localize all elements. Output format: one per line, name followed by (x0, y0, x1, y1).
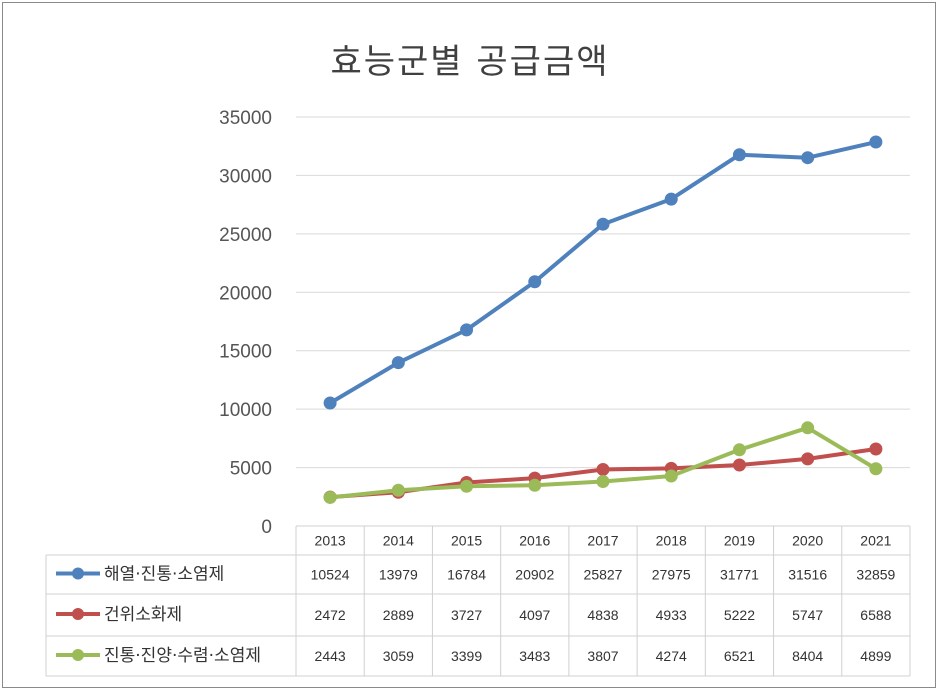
data-point (801, 421, 815, 435)
table-cell-value: 2889 (383, 607, 414, 623)
x-tick-label: 2021 (860, 533, 891, 549)
table-cell-value: 4933 (656, 607, 687, 623)
y-tick-label: 25000 (219, 225, 272, 246)
table-cell-value: 31516 (788, 567, 827, 583)
y-tick-label: 20000 (219, 283, 272, 304)
data-point (391, 356, 405, 370)
data-point (869, 135, 883, 149)
table-cell-value: 3059 (383, 648, 414, 664)
data-point (732, 458, 746, 472)
data-point (801, 151, 815, 165)
data-table: 2013 2014 2015 2016 2017 2018 2019 2020 2021 해열·진… (45, 525, 911, 677)
y-tick-label: 30000 (219, 166, 272, 187)
data-point (732, 443, 746, 457)
legend-marker (72, 608, 84, 620)
x-tick-label: 2020 (792, 533, 823, 549)
table-cell-value: 4899 (860, 648, 891, 664)
data-point (801, 452, 815, 466)
table-cell-value: 6588 (860, 607, 891, 623)
legend-marker (72, 567, 84, 580)
data-point (323, 490, 337, 504)
data-point (528, 275, 542, 289)
table-cell-value: 10524 (311, 567, 350, 583)
data-point (869, 462, 883, 476)
chart-title: 효능군별 공급금액 (330, 42, 610, 82)
table-cell-value: 2443 (315, 648, 346, 664)
legend-label: 건위소화제 (104, 605, 182, 625)
table-cell-value: 25827 (584, 567, 623, 583)
x-tick-label: 2014 (383, 533, 414, 549)
data-point (460, 323, 474, 337)
data-point (596, 462, 610, 476)
data-point (391, 483, 405, 497)
table-cell-value: 3727 (451, 607, 482, 623)
y-tick-label: 5000 (230, 459, 272, 480)
x-tick-label: 2019 (724, 533, 755, 549)
table-cell-value: 32859 (856, 567, 895, 583)
y-tick-label: 0 (261, 517, 272, 538)
table-cell-value: 6521 (724, 648, 755, 664)
y-tick-label: 15000 (219, 342, 272, 363)
x-tick-label: 2018 (656, 533, 687, 549)
data-point (664, 192, 678, 206)
y-tick-label: 35000 (219, 108, 272, 129)
table-cell-value: 27975 (652, 567, 691, 583)
table-cell-value: 2472 (315, 607, 346, 623)
table-cell-value: 4274 (656, 648, 687, 664)
legend-label: 해열·진통·소염제 (104, 565, 224, 585)
legend-label: 진통·진양·수렴·소염제 (104, 646, 261, 666)
data-point (596, 217, 610, 231)
table-cell-value: 4838 (587, 607, 618, 623)
table-cell-value: 5222 (724, 607, 755, 623)
x-tick-label: 2016 (519, 533, 550, 549)
table-cell-value: 3399 (451, 648, 482, 664)
data-point (869, 442, 883, 456)
x-tick-label: 2015 (451, 533, 482, 549)
table-cell-value: 16784 (447, 567, 486, 583)
table-cell-value: 13979 (379, 567, 418, 583)
data-point (460, 479, 474, 493)
data-point (528, 478, 542, 492)
table-cell-value: 8404 (792, 648, 823, 664)
table-cell-value: 31771 (720, 567, 759, 583)
data-point (732, 148, 746, 162)
table-cell-value: 3807 (587, 648, 618, 664)
data-point (664, 469, 678, 483)
table-cell-value: 3483 (519, 648, 550, 664)
table-cell-value: 5747 (792, 607, 823, 623)
gridlines (296, 116, 910, 469)
data-point (596, 475, 610, 489)
series-line (328, 140, 878, 406)
data-point (323, 396, 337, 410)
table-cell-value: 4097 (519, 607, 550, 623)
x-tick-label: 2017 (587, 533, 618, 549)
table-cell-value: 20902 (515, 567, 554, 583)
y-axis: 0 5000 10000 15000 20000 25000 30000 35000 (219, 108, 272, 538)
y-tick-label: 10000 (219, 400, 272, 421)
series-lines (323, 135, 883, 504)
x-tick-label: 2013 (315, 533, 346, 549)
legend-marker (72, 649, 84, 661)
